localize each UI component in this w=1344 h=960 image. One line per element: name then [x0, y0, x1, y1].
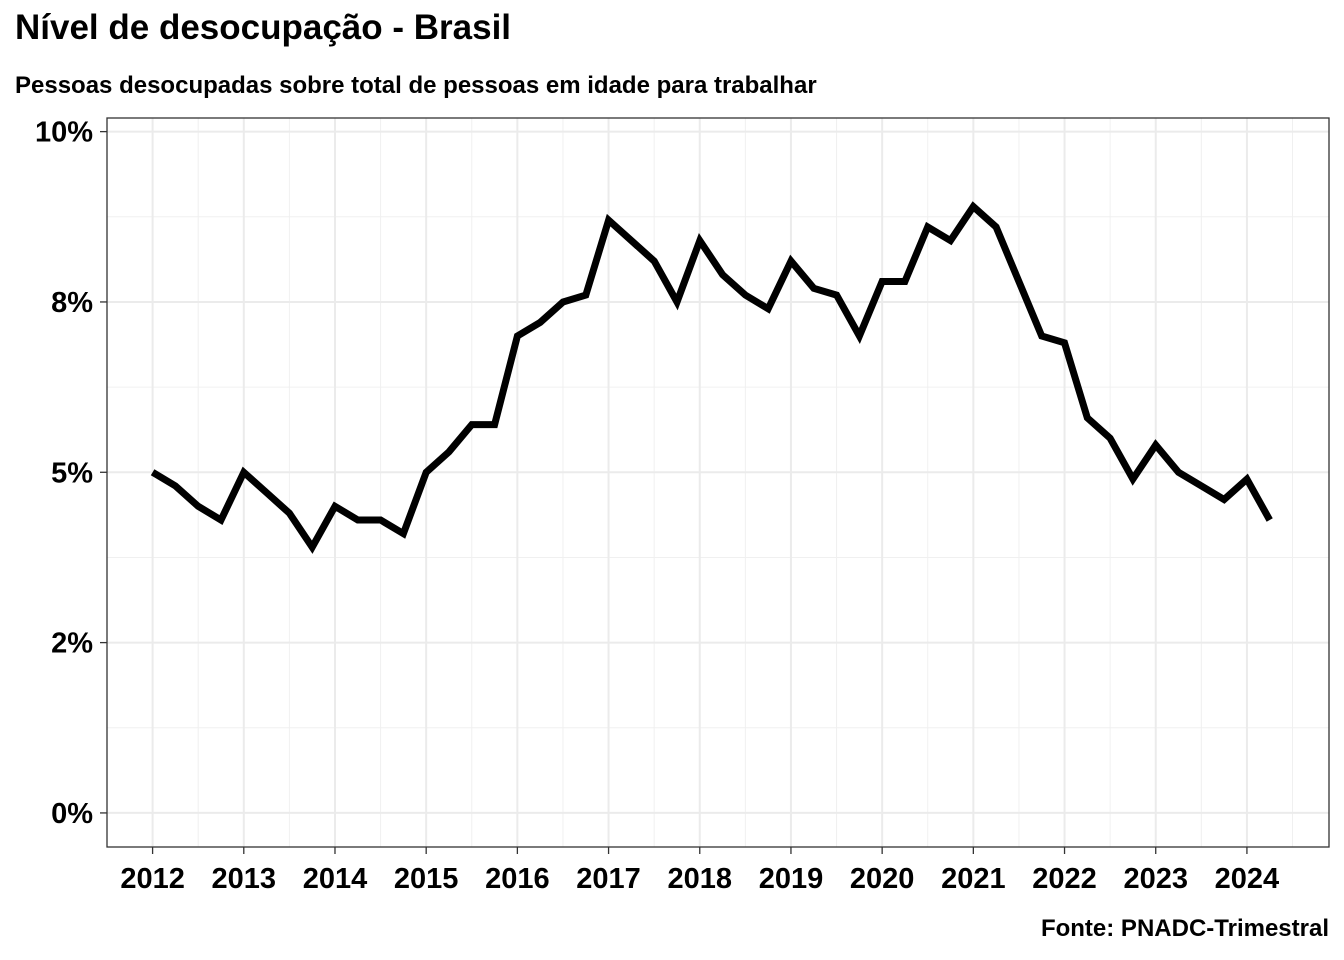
x-tick-label: 2012 [120, 863, 185, 895]
y-tick-label: 0% [51, 798, 93, 830]
x-tick-label: 2017 [576, 863, 641, 895]
x-tick-label: 2021 [941, 863, 1006, 895]
series-line [150, 201, 1273, 554]
x-tick-label: 2023 [1123, 863, 1188, 895]
y-tick-label: 8% [51, 287, 93, 319]
chart-title: Nível de desocupação - Brasil [15, 8, 512, 47]
y-tick-label: 5% [51, 457, 93, 489]
x-tick-label: 2020 [850, 863, 915, 895]
x-tick-label: 2013 [212, 863, 277, 895]
chart-subtitle: Pessoas desocupadas sobre total de pesso… [15, 72, 817, 99]
x-tick-label: 2016 [485, 863, 550, 895]
x-tick-label: 2019 [759, 863, 824, 895]
series-layer [150, 201, 1273, 554]
plot-border [106, 117, 1330, 848]
axis-ticks [100, 130, 1248, 854]
x-tick-label: 2015 [394, 863, 459, 895]
y-tick-label: 10% [35, 117, 93, 149]
x-tick-label: 2018 [668, 863, 733, 895]
x-tick-label: 2022 [1032, 863, 1097, 895]
x-axis-labels: 2012 2013 2014 2015 2016 2017 2018 2019 2020 2021… [120, 863, 1279, 895]
x-tick-label: 2024 [1215, 863, 1280, 895]
plot-panel [107, 118, 1329, 847]
y-tick-label: 2% [51, 628, 93, 660]
source-caption: Fonte: PNADC-Trimestral [1040, 915, 1329, 942]
x-tick-label: 2014 [303, 863, 368, 895]
y-axis-labels: 0% 2% 5% 8% 10% [35, 117, 93, 830]
